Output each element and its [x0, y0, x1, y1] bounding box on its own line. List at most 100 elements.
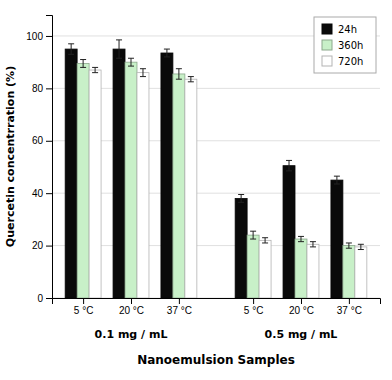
- error-cap: [334, 176, 340, 177]
- y-tick-mark: [46, 141, 52, 142]
- annotation: 0.5 mg / mL: [265, 328, 338, 341]
- error-bar: [262, 238, 268, 243]
- error-cap: [358, 249, 364, 250]
- error-cap: [298, 241, 304, 242]
- error-bar: [358, 244, 364, 249]
- error-cap: [286, 170, 292, 171]
- legend-swatch: [322, 40, 332, 50]
- error-bar: [164, 49, 170, 57]
- error-line: [336, 176, 337, 184]
- legend-label: 720h: [338, 56, 363, 67]
- y-tick-label: 60: [32, 135, 44, 146]
- x-tick-label: 5 °C: [244, 305, 264, 316]
- bar: [173, 74, 185, 298]
- error-cap: [262, 237, 268, 238]
- error-line: [312, 242, 313, 247]
- x-tick-label: 37 °C: [337, 305, 362, 316]
- error-cap: [298, 236, 304, 237]
- error-cap: [68, 43, 74, 44]
- y-tick-mark: [46, 246, 52, 247]
- error-bar: [238, 194, 244, 202]
- bar: [295, 239, 307, 298]
- x-tick: 20 °C: [119, 298, 144, 316]
- error-cap: [140, 68, 146, 69]
- error-cap: [128, 66, 134, 67]
- error-line: [360, 244, 361, 249]
- error-bar: [334, 176, 340, 184]
- error-bar: [68, 44, 74, 54]
- series: [77, 58, 355, 298]
- y-axis-line: [46, 16, 53, 299]
- bar: [331, 180, 343, 298]
- y-tick-label: 100: [26, 31, 43, 42]
- y-axis: 020406080100: [26, 16, 52, 304]
- annotation: 0.1 mg / mL: [95, 328, 168, 341]
- error-line: [71, 44, 72, 54]
- x-tick-mark: [301, 298, 302, 304]
- x-tick-mark: [131, 298, 132, 304]
- error-cap: [164, 49, 170, 50]
- y-tick: 40: [32, 188, 52, 199]
- error-cap: [176, 79, 182, 80]
- error-cap: [188, 76, 194, 77]
- error-cap: [80, 67, 86, 68]
- bar: [185, 79, 197, 298]
- error-cap: [250, 239, 256, 240]
- error-bar: [128, 58, 134, 66]
- error-cap: [116, 58, 122, 59]
- error-line: [142, 69, 143, 77]
- legend-item: 720h: [322, 56, 363, 67]
- error-bar: [176, 69, 182, 79]
- error-bar: [116, 40, 122, 58]
- error-bar: [80, 60, 86, 68]
- legend-swatch: [322, 56, 332, 66]
- marks: [65, 40, 367, 298]
- error-cap: [238, 194, 244, 195]
- error-cap: [68, 54, 74, 55]
- x-tick-mark: [179, 298, 180, 304]
- y-tick-mark: [46, 298, 52, 299]
- y-tick-label: 80: [32, 83, 44, 94]
- error-line: [190, 77, 191, 82]
- bar: [247, 235, 259, 298]
- x-tick-mark: [253, 298, 254, 304]
- bar: [307, 244, 319, 298]
- error-cap: [116, 39, 122, 40]
- error-line: [241, 194, 242, 202]
- legend-label: 24h: [338, 24, 357, 35]
- error-bar: [250, 231, 256, 239]
- error-bar: [346, 243, 352, 248]
- bar: [137, 73, 149, 298]
- y-tick-label: 0: [37, 293, 43, 304]
- bar: [283, 166, 295, 298]
- error-line: [178, 69, 179, 79]
- error-cap: [346, 248, 352, 249]
- grid: [52, 36, 380, 298]
- error-line: [300, 236, 301, 241]
- error-line: [348, 243, 349, 248]
- bar: [89, 70, 101, 298]
- error-cap: [286, 160, 292, 161]
- x-tick-label: 20 °C: [119, 305, 144, 316]
- error-cap: [80, 59, 86, 60]
- error-cap: [358, 244, 364, 245]
- y-tick-mark: [46, 36, 52, 37]
- x-axis: 5 °C20 °C37 °C5 °C20 °C37 °C: [53, 298, 381, 316]
- error-cap: [176, 68, 182, 69]
- bar: [355, 247, 367, 298]
- x-tick: 5 °C: [74, 298, 94, 316]
- error-cap: [238, 202, 244, 203]
- x-tick: 37 °C: [337, 298, 362, 316]
- chart: 5 °C20 °C37 °C5 °C20 °C37 °C020406080100…: [0, 0, 392, 380]
- error-line: [95, 67, 96, 72]
- bar: [77, 63, 89, 298]
- y-tick: 80: [32, 83, 52, 94]
- error-line: [83, 60, 84, 68]
- plot: 5 °C20 °C37 °C5 °C20 °C37 °C020406080100…: [4, 16, 381, 368]
- error-bar: [298, 236, 304, 241]
- error-cap: [92, 72, 98, 73]
- error-cap: [92, 67, 98, 68]
- error-line: [166, 49, 167, 57]
- series: [65, 40, 343, 298]
- x-tick-label: 20 °C: [289, 305, 314, 316]
